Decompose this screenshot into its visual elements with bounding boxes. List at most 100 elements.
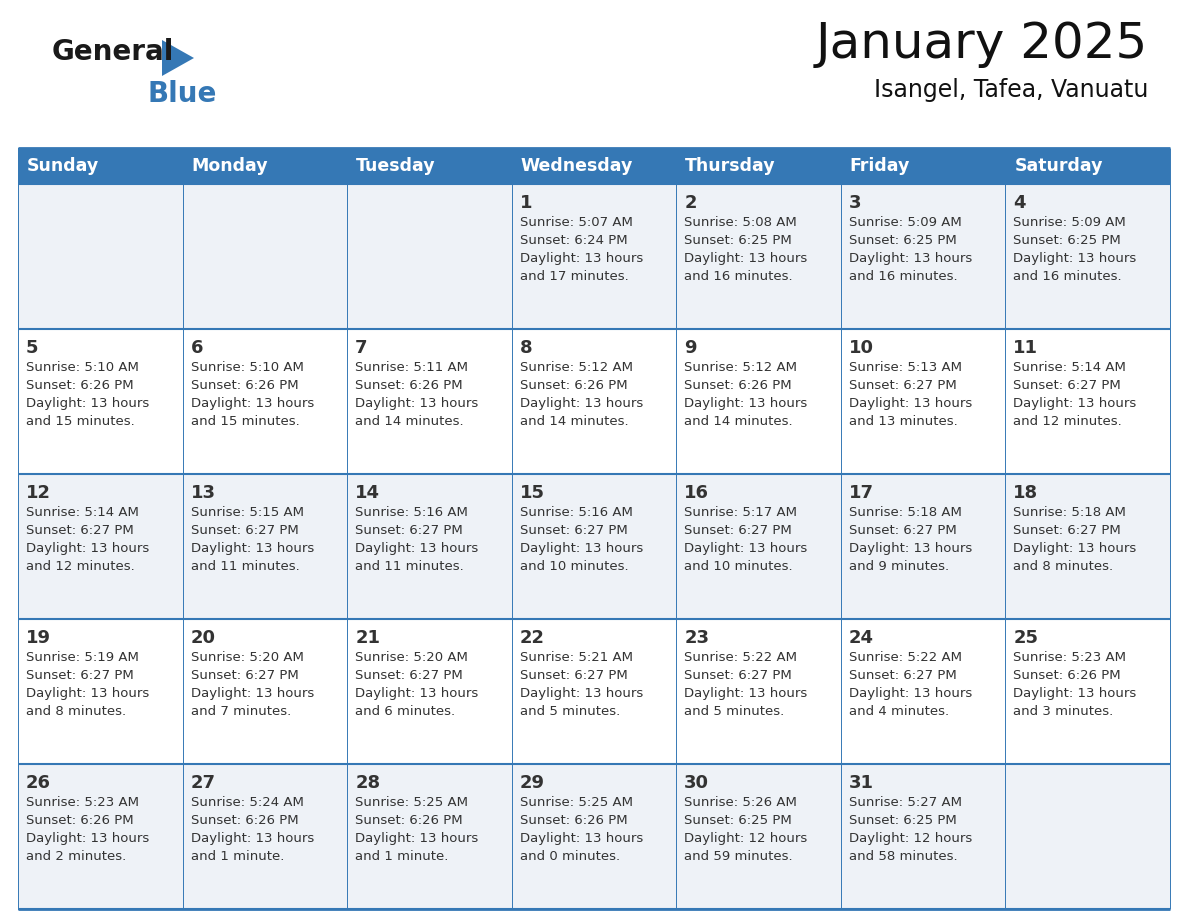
Text: Sunset: 6:26 PM: Sunset: 6:26 PM	[1013, 669, 1121, 682]
Text: Sunset: 6:27 PM: Sunset: 6:27 PM	[519, 524, 627, 537]
Text: Sunset: 6:27 PM: Sunset: 6:27 PM	[1013, 379, 1121, 392]
Bar	[512, 474, 676, 619]
Text: and 1 minute.: and 1 minute.	[355, 850, 449, 863]
Text: Friday: Friday	[849, 157, 910, 175]
Text: Sunrise: 5:10 AM: Sunrise: 5:10 AM	[26, 361, 139, 374]
Text: Daylight: 13 hours: Daylight: 13 hours	[1013, 397, 1137, 410]
Text: and 3 minutes.: and 3 minutes.	[1013, 705, 1113, 718]
Text: Sunset: 6:26 PM: Sunset: 6:26 PM	[190, 379, 298, 392]
Bar	[512, 184, 676, 329]
Bar	[183, 619, 347, 764]
Text: Daylight: 13 hours: Daylight: 13 hours	[684, 397, 808, 410]
Text: Tuesday: Tuesday	[356, 157, 436, 175]
Text: and 11 minutes.: and 11 minutes.	[355, 560, 463, 573]
Text: Daylight: 13 hours: Daylight: 13 hours	[1013, 542, 1137, 555]
Text: Isangel, Tafea, Vanuatu: Isangel, Tafea, Vanuatu	[873, 78, 1148, 102]
Text: 26: 26	[26, 774, 51, 792]
Text: Daylight: 13 hours: Daylight: 13 hours	[355, 687, 479, 700]
Text: and 11 minutes.: and 11 minutes.	[190, 560, 299, 573]
Text: and 12 minutes.: and 12 minutes.	[1013, 415, 1123, 428]
Text: Sunset: 6:27 PM: Sunset: 6:27 PM	[1013, 524, 1121, 537]
Text: Sunrise: 5:20 AM: Sunrise: 5:20 AM	[355, 651, 468, 664]
Text: and 15 minutes.: and 15 minutes.	[190, 415, 299, 428]
Bar	[18, 764, 183, 909]
Text: Sunrise: 5:20 AM: Sunrise: 5:20 AM	[190, 651, 303, 664]
Text: General: General	[52, 38, 175, 66]
Text: Daylight: 12 hours: Daylight: 12 hours	[684, 832, 808, 845]
Text: 31: 31	[849, 774, 874, 792]
Bar	[183, 184, 347, 329]
Text: Daylight: 13 hours: Daylight: 13 hours	[190, 542, 314, 555]
Text: 25: 25	[1013, 629, 1038, 647]
Text: Sunset: 6:27 PM: Sunset: 6:27 PM	[355, 669, 463, 682]
Text: Sunrise: 5:13 AM: Sunrise: 5:13 AM	[849, 361, 962, 374]
Text: and 10 minutes.: and 10 minutes.	[519, 560, 628, 573]
Text: and 2 minutes.: and 2 minutes.	[26, 850, 126, 863]
Text: Sunrise: 5:25 AM: Sunrise: 5:25 AM	[519, 796, 633, 809]
Text: Sunrise: 5:17 AM: Sunrise: 5:17 AM	[684, 506, 797, 519]
Text: Sunset: 6:25 PM: Sunset: 6:25 PM	[684, 814, 792, 827]
Text: Sunrise: 5:24 AM: Sunrise: 5:24 AM	[190, 796, 303, 809]
Bar	[841, 764, 1005, 909]
Text: Daylight: 13 hours: Daylight: 13 hours	[1013, 687, 1137, 700]
Bar	[183, 764, 347, 909]
Text: 17: 17	[849, 484, 874, 502]
Text: Sunrise: 5:16 AM: Sunrise: 5:16 AM	[519, 506, 632, 519]
Text: and 7 minutes.: and 7 minutes.	[190, 705, 291, 718]
Text: and 8 minutes.: and 8 minutes.	[1013, 560, 1113, 573]
Bar	[183, 474, 347, 619]
Text: Sunset: 6:25 PM: Sunset: 6:25 PM	[849, 814, 956, 827]
Text: 9: 9	[684, 339, 697, 357]
Text: and 5 minutes.: and 5 minutes.	[684, 705, 784, 718]
Bar	[18, 619, 183, 764]
Text: Sunset: 6:26 PM: Sunset: 6:26 PM	[355, 379, 463, 392]
Text: Daylight: 13 hours: Daylight: 13 hours	[190, 397, 314, 410]
Text: Sunset: 6:26 PM: Sunset: 6:26 PM	[26, 814, 133, 827]
Bar	[18, 148, 183, 184]
Text: 23: 23	[684, 629, 709, 647]
Bar	[183, 329, 347, 474]
Text: Sunrise: 5:22 AM: Sunrise: 5:22 AM	[684, 651, 797, 664]
Text: 24: 24	[849, 629, 874, 647]
Text: 11: 11	[1013, 339, 1038, 357]
Text: and 4 minutes.: and 4 minutes.	[849, 705, 949, 718]
Text: 2: 2	[684, 194, 697, 212]
Text: Daylight: 13 hours: Daylight: 13 hours	[849, 542, 972, 555]
Bar	[1005, 329, 1170, 474]
Text: Sunrise: 5:21 AM: Sunrise: 5:21 AM	[519, 651, 633, 664]
Text: Sunrise: 5:23 AM: Sunrise: 5:23 AM	[1013, 651, 1126, 664]
Bar	[676, 184, 841, 329]
Text: Sunset: 6:26 PM: Sunset: 6:26 PM	[684, 379, 792, 392]
Text: Daylight: 13 hours: Daylight: 13 hours	[519, 397, 643, 410]
Text: 1: 1	[519, 194, 532, 212]
Text: Sunrise: 5:23 AM: Sunrise: 5:23 AM	[26, 796, 139, 809]
Text: Sunset: 6:25 PM: Sunset: 6:25 PM	[849, 234, 956, 247]
Text: 12: 12	[26, 484, 51, 502]
Bar	[512, 619, 676, 764]
Text: Sunrise: 5:14 AM: Sunrise: 5:14 AM	[26, 506, 139, 519]
Text: 6: 6	[190, 339, 203, 357]
Text: Monday: Monday	[191, 157, 268, 175]
Text: Daylight: 13 hours: Daylight: 13 hours	[849, 397, 972, 410]
Bar	[512, 148, 676, 184]
Bar	[676, 148, 841, 184]
Bar	[347, 184, 512, 329]
Text: and 16 minutes.: and 16 minutes.	[684, 270, 792, 283]
Text: 28: 28	[355, 774, 380, 792]
Text: Daylight: 13 hours: Daylight: 13 hours	[355, 542, 479, 555]
Bar	[1005, 619, 1170, 764]
Text: Sunset: 6:27 PM: Sunset: 6:27 PM	[26, 524, 134, 537]
Bar	[676, 329, 841, 474]
Text: and 14 minutes.: and 14 minutes.	[355, 415, 463, 428]
Text: Sunset: 6:26 PM: Sunset: 6:26 PM	[26, 379, 133, 392]
Text: 14: 14	[355, 484, 380, 502]
Text: Sunrise: 5:14 AM: Sunrise: 5:14 AM	[1013, 361, 1126, 374]
Text: Sunrise: 5:09 AM: Sunrise: 5:09 AM	[1013, 216, 1126, 229]
Text: Sunrise: 5:15 AM: Sunrise: 5:15 AM	[190, 506, 304, 519]
Bar	[347, 619, 512, 764]
Text: Sunset: 6:26 PM: Sunset: 6:26 PM	[190, 814, 298, 827]
Text: Daylight: 13 hours: Daylight: 13 hours	[684, 687, 808, 700]
Text: 19: 19	[26, 629, 51, 647]
Bar	[347, 764, 512, 909]
Text: Sunset: 6:27 PM: Sunset: 6:27 PM	[190, 524, 298, 537]
